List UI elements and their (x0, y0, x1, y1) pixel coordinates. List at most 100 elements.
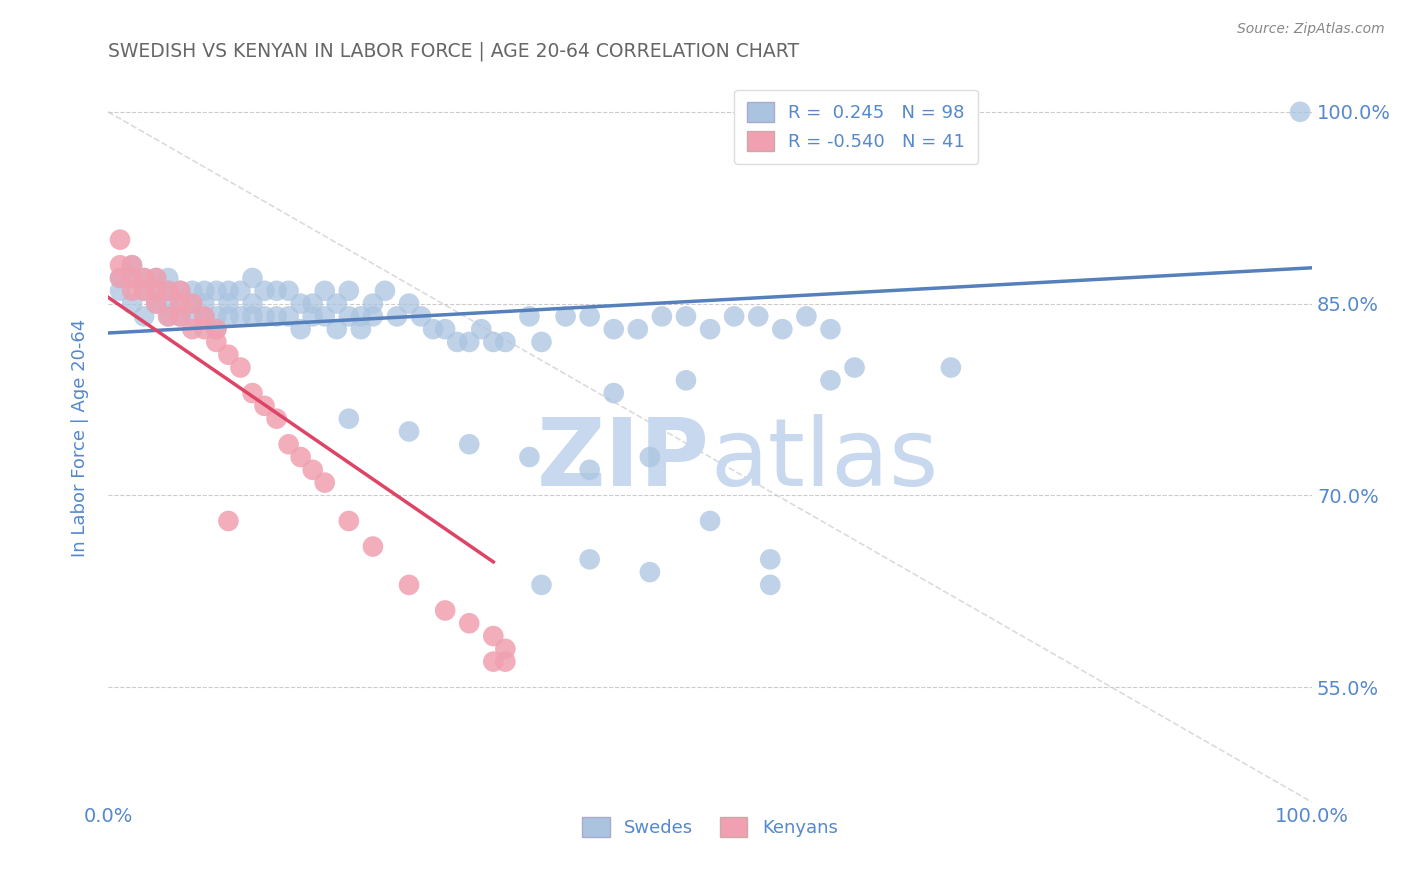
Point (242, 386, 264, 401)
Point (121, 271, 143, 285)
Point (145, 284, 167, 298)
Legend: Swedes, Kenyans: Swedes, Kenyans (575, 810, 845, 844)
Point (229, 284, 252, 298)
Point (519, 310, 541, 324)
Point (277, 310, 299, 324)
Point (759, 578, 782, 592)
Point (759, 552, 782, 566)
Point (398, 425, 420, 439)
Point (638, 565, 661, 579)
Point (145, 271, 167, 285)
Point (132, 284, 155, 298)
Point (157, 284, 180, 298)
Point (530, 334, 553, 349)
Point (217, 348, 239, 362)
Point (277, 284, 299, 298)
Point (193, 322, 215, 336)
Point (121, 296, 143, 310)
Point (482, 629, 505, 643)
Point (205, 284, 228, 298)
Point (627, 322, 650, 336)
Point (651, 310, 673, 324)
Point (494, 641, 516, 656)
Point (314, 310, 336, 324)
Point (326, 322, 349, 336)
Point (132, 271, 155, 285)
Point (193, 310, 215, 324)
Point (820, 322, 842, 336)
Point (699, 322, 721, 336)
Point (361, 540, 384, 554)
Point (385, 310, 408, 324)
Point (747, 310, 769, 324)
Point (157, 296, 180, 310)
Point (699, 514, 721, 528)
Point (266, 411, 288, 425)
Point (229, 360, 252, 375)
Point (482, 334, 505, 349)
Point (482, 655, 505, 669)
Point (157, 310, 180, 324)
Point (242, 296, 264, 310)
Point (169, 284, 191, 298)
Y-axis label: In Labor Force | Age 20-64: In Labor Force | Age 20-64 (72, 318, 89, 557)
Point (458, 616, 481, 631)
Text: Source: ZipAtlas.com: Source: ZipAtlas.com (1237, 22, 1385, 37)
Point (121, 258, 143, 272)
Point (145, 271, 167, 285)
Point (470, 322, 492, 336)
Point (939, 360, 962, 375)
Point (603, 386, 626, 401)
Point (132, 271, 155, 285)
Point (409, 310, 432, 324)
Point (121, 284, 143, 298)
Point (398, 296, 420, 310)
Point (374, 284, 396, 298)
Point (820, 373, 842, 387)
Point (578, 463, 600, 477)
Point (290, 322, 312, 336)
Point (434, 603, 457, 617)
Point (253, 310, 276, 324)
Point (169, 310, 191, 324)
Point (675, 310, 697, 324)
Point (205, 322, 228, 336)
Point (193, 284, 215, 298)
Point (434, 322, 457, 336)
Point (132, 284, 155, 298)
Point (108, 233, 131, 247)
Point (326, 296, 349, 310)
Point (314, 284, 336, 298)
Point (458, 437, 481, 451)
Text: SWEDISH VS KENYAN IN LABOR FORCE | AGE 20-64 CORRELATION CHART: SWEDISH VS KENYAN IN LABOR FORCE | AGE 2… (108, 42, 799, 62)
Point (350, 322, 373, 336)
Point (157, 284, 180, 298)
Point (108, 271, 131, 285)
Point (108, 284, 131, 298)
Point (193, 310, 215, 324)
Point (675, 373, 697, 387)
Point (422, 322, 444, 336)
Point (169, 284, 191, 298)
Point (301, 463, 323, 477)
Point (205, 310, 228, 324)
Point (361, 296, 384, 310)
Point (796, 310, 818, 324)
Point (169, 310, 191, 324)
Point (181, 284, 204, 298)
Point (723, 310, 745, 324)
Point (266, 310, 288, 324)
Point (277, 437, 299, 451)
Point (519, 450, 541, 464)
Point (145, 284, 167, 298)
Point (494, 334, 516, 349)
Point (181, 322, 204, 336)
Point (350, 310, 373, 324)
Point (337, 514, 360, 528)
Point (398, 578, 420, 592)
Text: atlas: atlas (710, 414, 938, 506)
Point (554, 310, 576, 324)
Point (266, 284, 288, 298)
Point (337, 310, 360, 324)
Point (132, 310, 155, 324)
